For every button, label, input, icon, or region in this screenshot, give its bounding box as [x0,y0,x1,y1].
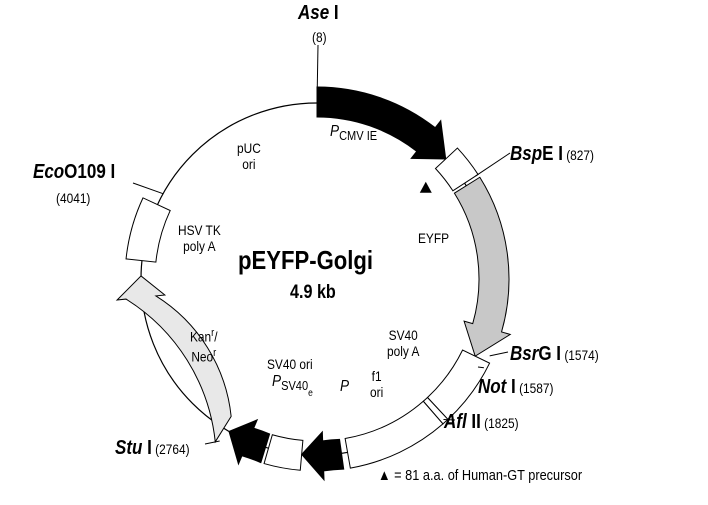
label-hsv-tk-polya: HSV TK poly A [178,222,221,254]
site-bsrg-i: BsrG I (1574) [510,343,599,365]
label-sv40-polya: SV40 poly A [387,327,420,359]
f1-ori-box [344,400,444,469]
psv40-arrow [228,418,271,466]
site-ecoo109-i-position: (4041) [56,190,91,206]
site-bspe-i: BspE I (827) [510,143,595,165]
site-ecoo109-i: EcoO109 I [33,161,116,183]
kan-neo-arrow [115,275,232,444]
stu-line [204,440,220,445]
label-p: P [340,378,350,395]
plasmid-name: pEYFP-Golgi [238,245,374,275]
label-kan-neo: Kanr/Neor [190,327,218,365]
label-psv40e: PSV40e [272,373,313,400]
site-afl-ii: Afl II (1825) [444,411,519,433]
site-stu-i: Stu I (2764) [115,437,190,459]
triangle-icon: ▲ [378,467,391,484]
label-f1-ori: f1 ori [370,368,384,400]
legend: ▲ = 81 a.a. of Human-GT precursor [378,467,583,484]
p-arrow [300,430,345,482]
sv40-ori-box [263,434,304,471]
eco-line [132,182,164,195]
site-ase-i-position: (8) [312,29,327,45]
golgi-marker-triangle-icon [419,181,432,193]
label-pcmv: PCMV IE [330,123,378,144]
bspe-box [434,147,479,192]
eyfp-arrow [453,176,512,357]
ase-line [316,44,319,104]
afl-line [443,418,456,421]
not-line [477,366,484,369]
bsrg-line [489,351,509,357]
label-puc-ori: pUC ori [237,140,261,172]
site-not-i: Not I (1587) [478,376,554,398]
hsv-tk-polya-box [125,197,171,263]
site-ase-i: Ase I [298,2,339,24]
plasmid-size: 4.9 kb [290,282,336,303]
label-eyfp: EYFP [418,230,450,246]
label-sv40-ori: SV40 ori [267,356,313,372]
bspe-line [475,152,511,177]
